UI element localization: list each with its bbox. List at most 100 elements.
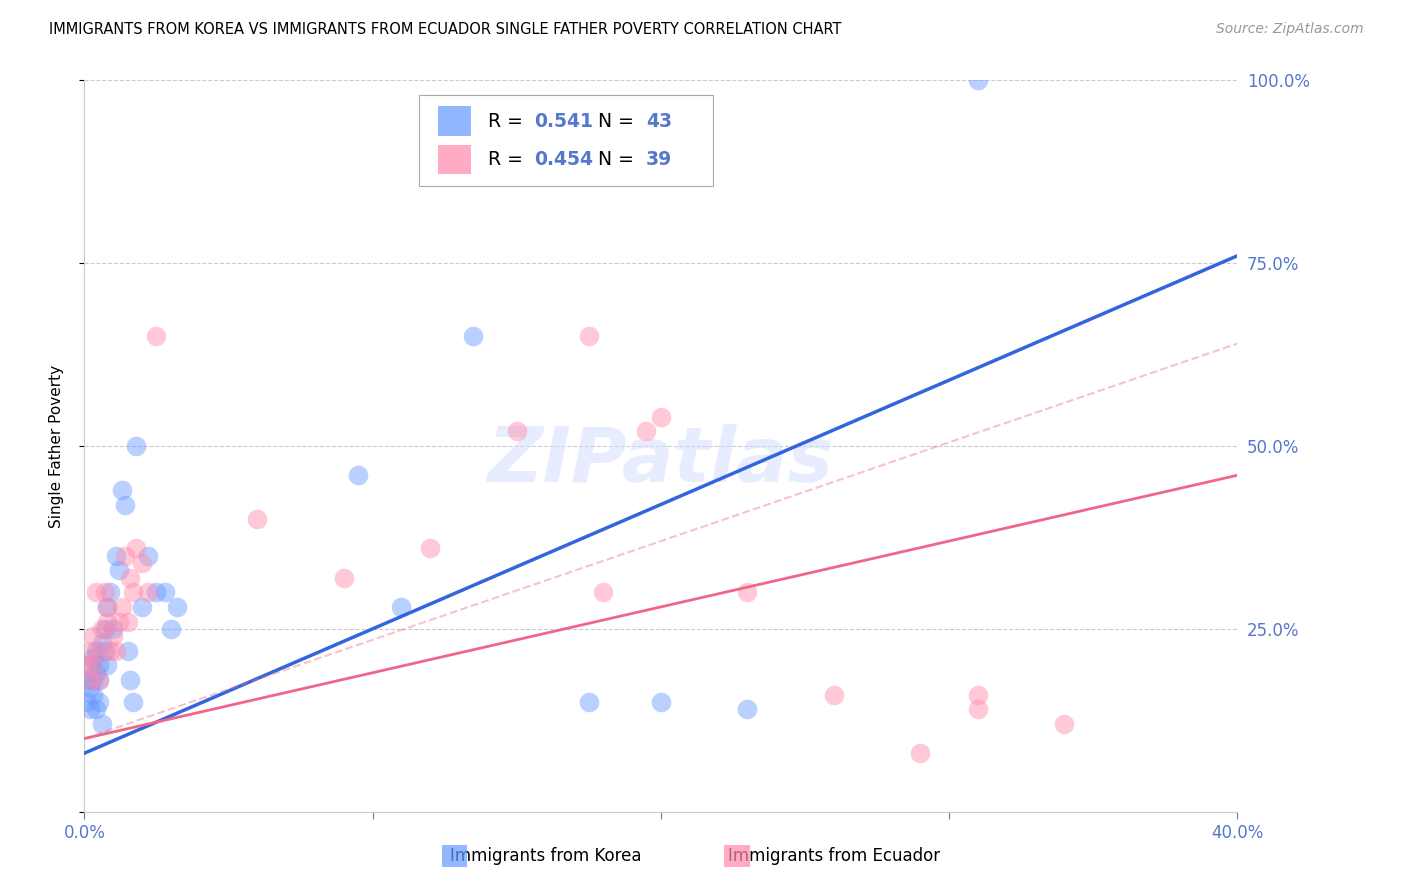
Point xyxy=(90,622,112,636)
Point xyxy=(108,563,131,577)
FancyBboxPatch shape xyxy=(439,106,471,136)
Point xyxy=(87,658,110,673)
Point xyxy=(96,599,118,614)
Point xyxy=(82,629,104,643)
Point xyxy=(93,622,115,636)
Point xyxy=(136,585,159,599)
Point xyxy=(82,651,104,665)
Point xyxy=(96,658,118,673)
Point xyxy=(111,483,134,497)
Point xyxy=(84,702,107,716)
Point xyxy=(105,644,128,658)
Text: 43: 43 xyxy=(645,112,672,131)
Text: Immigrants from Korea: Immigrants from Korea xyxy=(450,847,641,864)
Point xyxy=(125,541,148,556)
FancyBboxPatch shape xyxy=(439,145,471,174)
Point xyxy=(82,658,104,673)
Point xyxy=(90,717,112,731)
Text: Immigrants from Ecuador: Immigrants from Ecuador xyxy=(728,847,939,864)
Point xyxy=(90,636,112,650)
Point xyxy=(79,702,101,716)
Point xyxy=(114,498,136,512)
Point xyxy=(506,425,529,439)
Point xyxy=(93,585,115,599)
Point xyxy=(111,599,134,614)
Point xyxy=(131,599,153,614)
Point xyxy=(650,409,672,424)
Point xyxy=(84,585,107,599)
Point xyxy=(122,585,145,599)
Point xyxy=(967,688,990,702)
Point xyxy=(96,599,118,614)
Point xyxy=(98,585,121,599)
Text: R =: R = xyxy=(488,151,529,169)
Point xyxy=(347,468,370,483)
Point xyxy=(145,585,167,599)
Point xyxy=(79,673,101,687)
Text: IMMIGRANTS FROM KOREA VS IMMIGRANTS FROM ECUADOR SINGLE FATHER POVERTY CORRELATI: IMMIGRANTS FROM KOREA VS IMMIGRANTS FROM… xyxy=(49,22,842,37)
Point xyxy=(87,695,110,709)
Point xyxy=(823,688,845,702)
Point xyxy=(87,673,110,687)
Point xyxy=(246,512,269,526)
FancyBboxPatch shape xyxy=(441,845,467,867)
Text: Source: ZipAtlas.com: Source: ZipAtlas.com xyxy=(1216,22,1364,37)
Point xyxy=(76,695,98,709)
Point xyxy=(114,549,136,563)
Point xyxy=(117,615,139,629)
Text: ZIPatlas: ZIPatlas xyxy=(488,424,834,498)
Point xyxy=(737,585,759,599)
Text: 39: 39 xyxy=(645,151,672,169)
Point xyxy=(737,702,759,716)
Y-axis label: Single Father Poverty: Single Father Poverty xyxy=(49,365,63,527)
Point xyxy=(87,673,110,687)
Point xyxy=(93,644,115,658)
Point xyxy=(120,673,142,687)
Point xyxy=(967,702,990,716)
Point xyxy=(578,329,600,343)
Point xyxy=(103,622,125,636)
Point xyxy=(1053,717,1076,731)
Point xyxy=(76,673,98,687)
Point xyxy=(79,681,101,695)
Point xyxy=(578,695,600,709)
Point xyxy=(122,695,145,709)
Point xyxy=(82,673,104,687)
Point xyxy=(650,695,672,709)
Text: N =: N = xyxy=(586,112,640,131)
Point xyxy=(145,329,167,343)
Point xyxy=(98,644,121,658)
Point xyxy=(87,644,110,658)
Point xyxy=(120,571,142,585)
Point xyxy=(153,585,176,599)
Text: 0.454: 0.454 xyxy=(534,151,593,169)
Point xyxy=(103,629,125,643)
Point xyxy=(108,615,131,629)
Point xyxy=(84,665,107,680)
Point xyxy=(160,622,183,636)
Point xyxy=(117,644,139,658)
Point xyxy=(908,746,931,760)
Point xyxy=(332,571,354,585)
Point xyxy=(79,644,101,658)
Text: R =: R = xyxy=(488,112,529,131)
Point xyxy=(76,658,98,673)
Point xyxy=(166,599,188,614)
Point xyxy=(84,644,107,658)
Text: N =: N = xyxy=(586,151,640,169)
FancyBboxPatch shape xyxy=(724,845,749,867)
Point xyxy=(79,658,101,673)
Point xyxy=(125,439,148,453)
Point xyxy=(636,425,658,439)
Point xyxy=(96,615,118,629)
Point xyxy=(592,585,614,599)
Point xyxy=(419,541,441,556)
Point xyxy=(105,549,128,563)
Point xyxy=(82,688,104,702)
FancyBboxPatch shape xyxy=(419,95,713,186)
Point xyxy=(967,73,990,87)
Text: 0.541: 0.541 xyxy=(534,112,593,131)
Point xyxy=(136,549,159,563)
Point xyxy=(391,599,413,614)
Point xyxy=(131,556,153,570)
